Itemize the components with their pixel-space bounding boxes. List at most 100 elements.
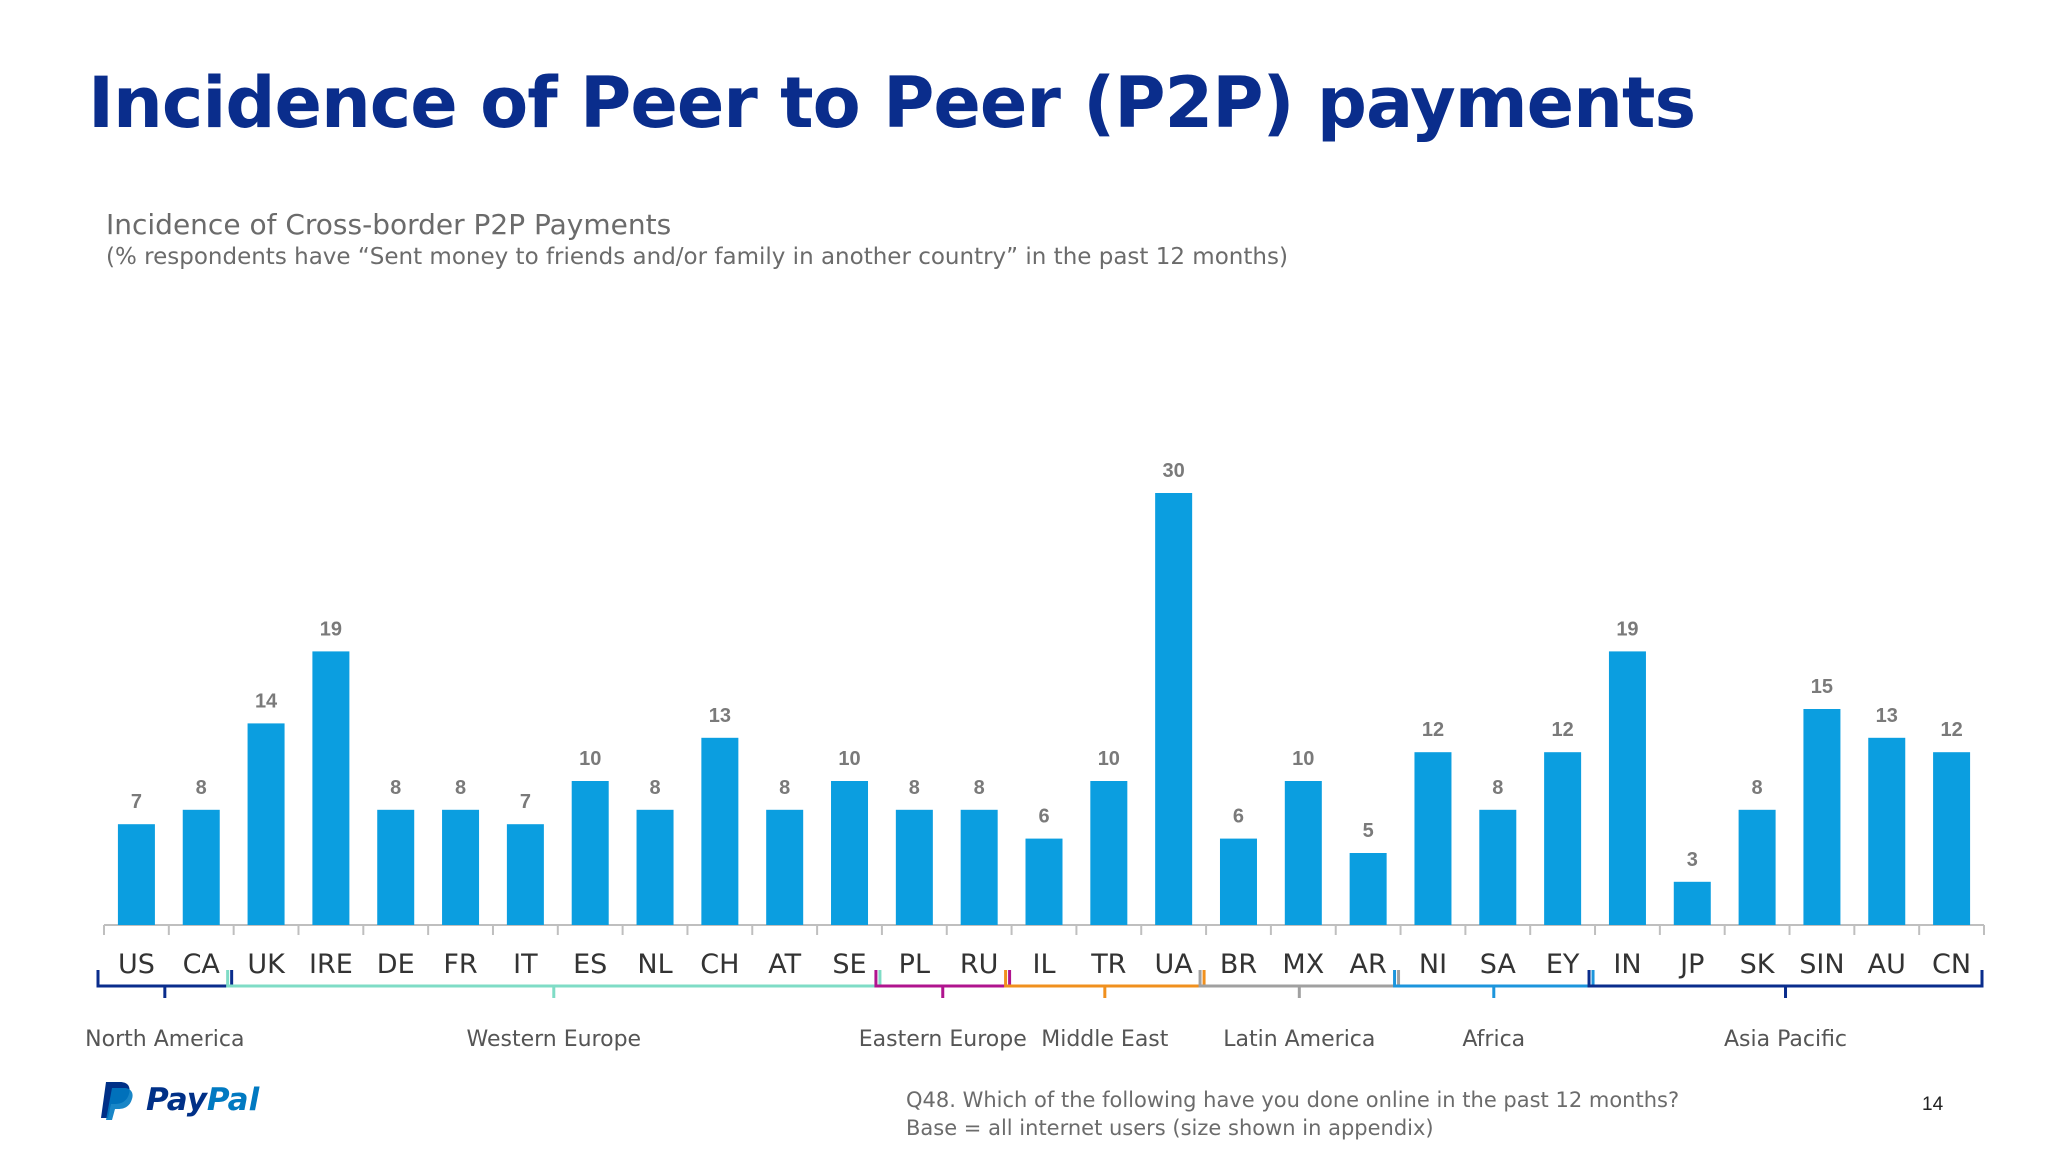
chart-title: Incidence of Cross-border P2P Payments [106, 208, 672, 241]
category-label: NL [637, 949, 672, 980]
category-label: IL [1032, 949, 1055, 980]
bar-sk [1738, 809, 1776, 925]
bar-jp [1673, 881, 1711, 925]
bar-au [1868, 737, 1906, 925]
data-label: 12 [1940, 719, 1962, 741]
category-label: SK [1740, 949, 1776, 980]
group-label: Asia Pacific [1724, 1027, 1847, 1052]
bar-it [506, 824, 544, 925]
data-label: 8 [390, 777, 401, 799]
data-label: 7 [131, 791, 142, 813]
paypal-logo: PayPal [100, 1080, 259, 1120]
bar-se [831, 781, 869, 925]
footnote-question: Q48. Which of the following have you don… [906, 1088, 1680, 1112]
page-title: Incidence of Peer to Peer (P2P) payments [88, 62, 1696, 144]
bar-mx [1284, 781, 1322, 925]
bar-ru [960, 809, 998, 925]
bar-ca [182, 809, 220, 925]
data-label: 8 [455, 777, 466, 799]
category-label: AT [768, 949, 801, 980]
data-label: 8 [779, 777, 790, 799]
bar-chart: 7 US 8 CA 14 UK 19 IRE 8 DE 8 FR 7 IT 10 ES 8 NL 13 CH 8 AT 10… [85, 460, 1985, 1052]
bar-fr [442, 809, 480, 925]
category-label: JP [1678, 949, 1704, 980]
bar-us [117, 824, 155, 925]
data-label: 8 [1752, 777, 1763, 799]
bar-at [766, 809, 804, 925]
data-label: 10 [1098, 748, 1120, 770]
category-label: EY [1546, 949, 1580, 980]
bar-cn [1933, 752, 1971, 925]
data-label: 8 [649, 777, 660, 799]
bar-sin [1803, 709, 1841, 925]
logo-text-pal: Pal [206, 1082, 260, 1118]
bar-pl [895, 809, 933, 925]
page-number: 14 [1922, 1094, 1944, 1115]
category-label: FR [443, 949, 477, 980]
category-label: UA [1155, 949, 1194, 980]
category-label: DE [377, 949, 415, 980]
bar-tr [1090, 781, 1128, 925]
data-label: 13 [709, 705, 731, 727]
bar-br [1219, 838, 1257, 925]
data-label: 6 [1233, 806, 1244, 828]
category-label: IT [513, 949, 538, 980]
bar-ch [701, 737, 739, 925]
data-label: 5 [1363, 820, 1374, 842]
category-label: UK [247, 949, 286, 980]
data-label: 30 [1163, 460, 1185, 482]
data-label: 10 [579, 748, 601, 770]
data-label: 8 [909, 777, 920, 799]
category-label: ES [573, 949, 607, 980]
category-label: BR [1220, 949, 1257, 980]
category-label: US [118, 949, 155, 980]
group-label: Africa [1462, 1027, 1525, 1052]
data-label: 19 [1616, 618, 1638, 640]
category-label: IRE [309, 949, 353, 980]
group-label: Latin America [1223, 1027, 1375, 1052]
data-label: 12 [1422, 719, 1444, 741]
data-label: 8 [196, 777, 207, 799]
group-label: Western Europe [466, 1027, 641, 1052]
group-label: Middle East [1041, 1027, 1169, 1052]
category-label: PL [899, 949, 930, 980]
bar-ua [1155, 493, 1193, 925]
category-label: AR [1350, 949, 1387, 980]
bar-de [377, 809, 415, 925]
data-label: 14 [255, 690, 278, 712]
category-label: SIN [1799, 949, 1844, 980]
data-label: 3 [1687, 849, 1698, 871]
data-label: 13 [1876, 705, 1898, 727]
category-label: SE [832, 949, 866, 980]
category-label: AU [1868, 949, 1906, 980]
chart-subtitle: (% respondents have “Sent money to frien… [106, 244, 1288, 270]
category-label: CA [183, 949, 221, 980]
data-label: 10 [838, 748, 860, 770]
data-label: 6 [1038, 806, 1049, 828]
category-label: RU [960, 949, 999, 980]
category-label: NI [1419, 949, 1447, 980]
category-label: IN [1613, 949, 1641, 980]
bar-in [1608, 651, 1646, 925]
group-bracket [1587, 970, 1984, 988]
paypal-p-icon [101, 1082, 133, 1120]
data-label: 8 [1492, 777, 1503, 799]
data-label: 8 [974, 777, 985, 799]
data-label: 19 [320, 618, 342, 640]
bar-ey [1544, 752, 1582, 925]
category-label: CH [700, 949, 739, 980]
footnote-base: Base = all internet users (size shown in… [906, 1116, 1434, 1140]
bar-uk [247, 723, 285, 925]
category-label: CN [1932, 949, 1971, 980]
logo-text-pay: Pay [146, 1082, 207, 1118]
group-label: Eastern Europe [859, 1027, 1027, 1052]
category-label: SA [1480, 949, 1517, 980]
data-label: 15 [1811, 676, 1833, 698]
group-label: North America [85, 1027, 244, 1052]
bar-sa [1479, 809, 1517, 925]
bar-ire [312, 651, 350, 925]
data-label: 12 [1551, 719, 1573, 741]
bar-es [571, 781, 609, 925]
data-label: 7 [520, 791, 531, 813]
data-label: 10 [1292, 748, 1314, 770]
